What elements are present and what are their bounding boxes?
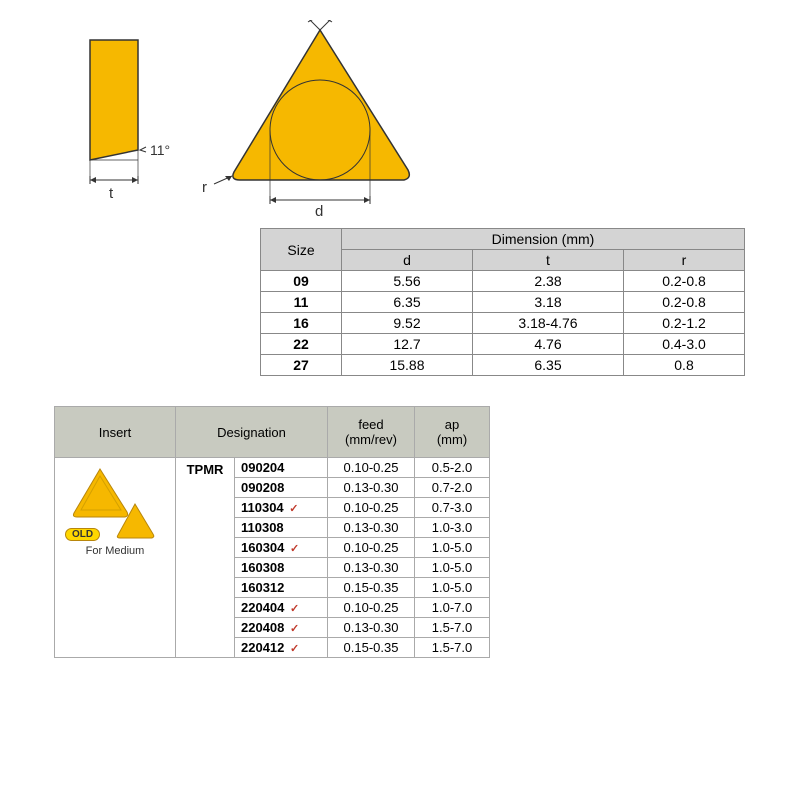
t-cell: 3.18	[473, 292, 624, 313]
d-cell: 12.7	[342, 334, 473, 355]
check-icon: ✓	[290, 543, 299, 555]
old-badge: OLD	[65, 528, 100, 541]
r-cell: 0.8	[624, 355, 745, 376]
ap-cell: 1.0-5.0	[415, 538, 490, 558]
table-row: 095.562.380.2-0.8	[261, 271, 745, 292]
feed-cell: 0.15-0.35	[328, 638, 415, 658]
ap-cell: 0.7-2.0	[415, 478, 490, 498]
d-cell: 5.56	[342, 271, 473, 292]
size-cell: 27	[261, 355, 342, 376]
r-header: r	[624, 250, 745, 271]
ap-cell: 1.0-7.0	[415, 598, 490, 618]
r-cell: 0.2-0.8	[624, 271, 745, 292]
designation-cell: 220412 ✓	[235, 638, 328, 658]
t-header: t	[473, 250, 624, 271]
size-cell: 09	[261, 271, 342, 292]
designation-cell: 110308	[235, 518, 328, 538]
table-row: OLDFor MediumTPMR0902040.10-0.250.5-2.0	[55, 458, 490, 478]
feed-cell: 0.15-0.35	[328, 578, 415, 598]
designation-cell: 110304 ✓	[235, 498, 328, 518]
designation-cell: 160312	[235, 578, 328, 598]
ap-cell: 0.5-2.0	[415, 458, 490, 478]
r-label: r	[202, 179, 207, 196]
t-cell: 6.35	[473, 355, 624, 376]
size-cell: 22	[261, 334, 342, 355]
table-row: 169.523.18-4.760.2-1.2	[261, 313, 745, 334]
check-icon: ✓	[290, 623, 299, 635]
check-icon: ✓	[290, 643, 299, 655]
d-label: d	[315, 203, 323, 220]
size-header: Size	[261, 229, 342, 271]
angle-11-label: 11°	[150, 142, 170, 158]
feed-cell: 0.13-0.30	[328, 518, 415, 538]
ap-header: ap (mm)	[415, 407, 490, 458]
designation-cell: 090204	[235, 458, 328, 478]
size-cell: 11	[261, 292, 342, 313]
feed-cell: 0.13-0.30	[328, 558, 415, 578]
ap-cell: 1.0-3.0	[415, 518, 490, 538]
diagram-area: 11° t 60° r	[60, 20, 480, 220]
size-table: Size Dimension (mm) d t r 095.562.380.2-…	[260, 228, 745, 376]
d-cell: 9.52	[342, 313, 473, 334]
table-row: 116.353.180.2-0.8	[261, 292, 745, 313]
feed-cell: 0.13-0.30	[328, 618, 415, 638]
designation-cell: 220404 ✓	[235, 598, 328, 618]
feed-cell: 0.10-0.25	[328, 458, 415, 478]
feed-cell: 0.10-0.25	[328, 598, 415, 618]
for-medium-label: For Medium	[59, 545, 171, 557]
insert-cell: OLD For Medium	[55, 458, 176, 658]
check-icon: ✓	[290, 603, 299, 615]
d-cell: 6.35	[342, 292, 473, 313]
t-cell: 2.38	[473, 271, 624, 292]
designation-header: Designation	[176, 407, 328, 458]
designation-cell: 160304 ✓	[235, 538, 328, 558]
type-cell: TPMR	[176, 458, 235, 658]
designation-cell: 090208	[235, 478, 328, 498]
d-cell: 15.88	[342, 355, 473, 376]
t-label: t	[109, 185, 114, 202]
feed-cell: 0.13-0.30	[328, 478, 415, 498]
ap-cell: 1.5-7.0	[415, 618, 490, 638]
designation-cell: 160308	[235, 558, 328, 578]
feed-cell: 0.10-0.25	[328, 498, 415, 518]
dimension-header: Dimension (mm)	[342, 229, 745, 250]
insert-table: Insert Designation feed (mm/rev) ap (mm)…	[54, 406, 490, 658]
designation-cell: 220408 ✓	[235, 618, 328, 638]
t-cell: 4.76	[473, 334, 624, 355]
table-row: 2715.886.350.8	[261, 355, 745, 376]
insert-diagram: 11° t 60° r	[60, 20, 480, 220]
d-header: d	[342, 250, 473, 271]
size-cell: 16	[261, 313, 342, 334]
ap-cell: 0.7-3.0	[415, 498, 490, 518]
ap-cell: 1.5-7.0	[415, 638, 490, 658]
r-cell: 0.4-3.0	[624, 334, 745, 355]
r-cell: 0.2-0.8	[624, 292, 745, 313]
ap-cell: 1.0-5.0	[415, 578, 490, 598]
insert-header: Insert	[55, 407, 176, 458]
check-icon: ✓	[289, 503, 298, 515]
ap-cell: 1.0-5.0	[415, 558, 490, 578]
feed-cell: 0.10-0.25	[328, 538, 415, 558]
t-cell: 3.18-4.76	[473, 313, 624, 334]
r-cell: 0.2-1.2	[624, 313, 745, 334]
feed-header: feed (mm/rev)	[328, 407, 415, 458]
table-row: 2212.74.760.4-3.0	[261, 334, 745, 355]
